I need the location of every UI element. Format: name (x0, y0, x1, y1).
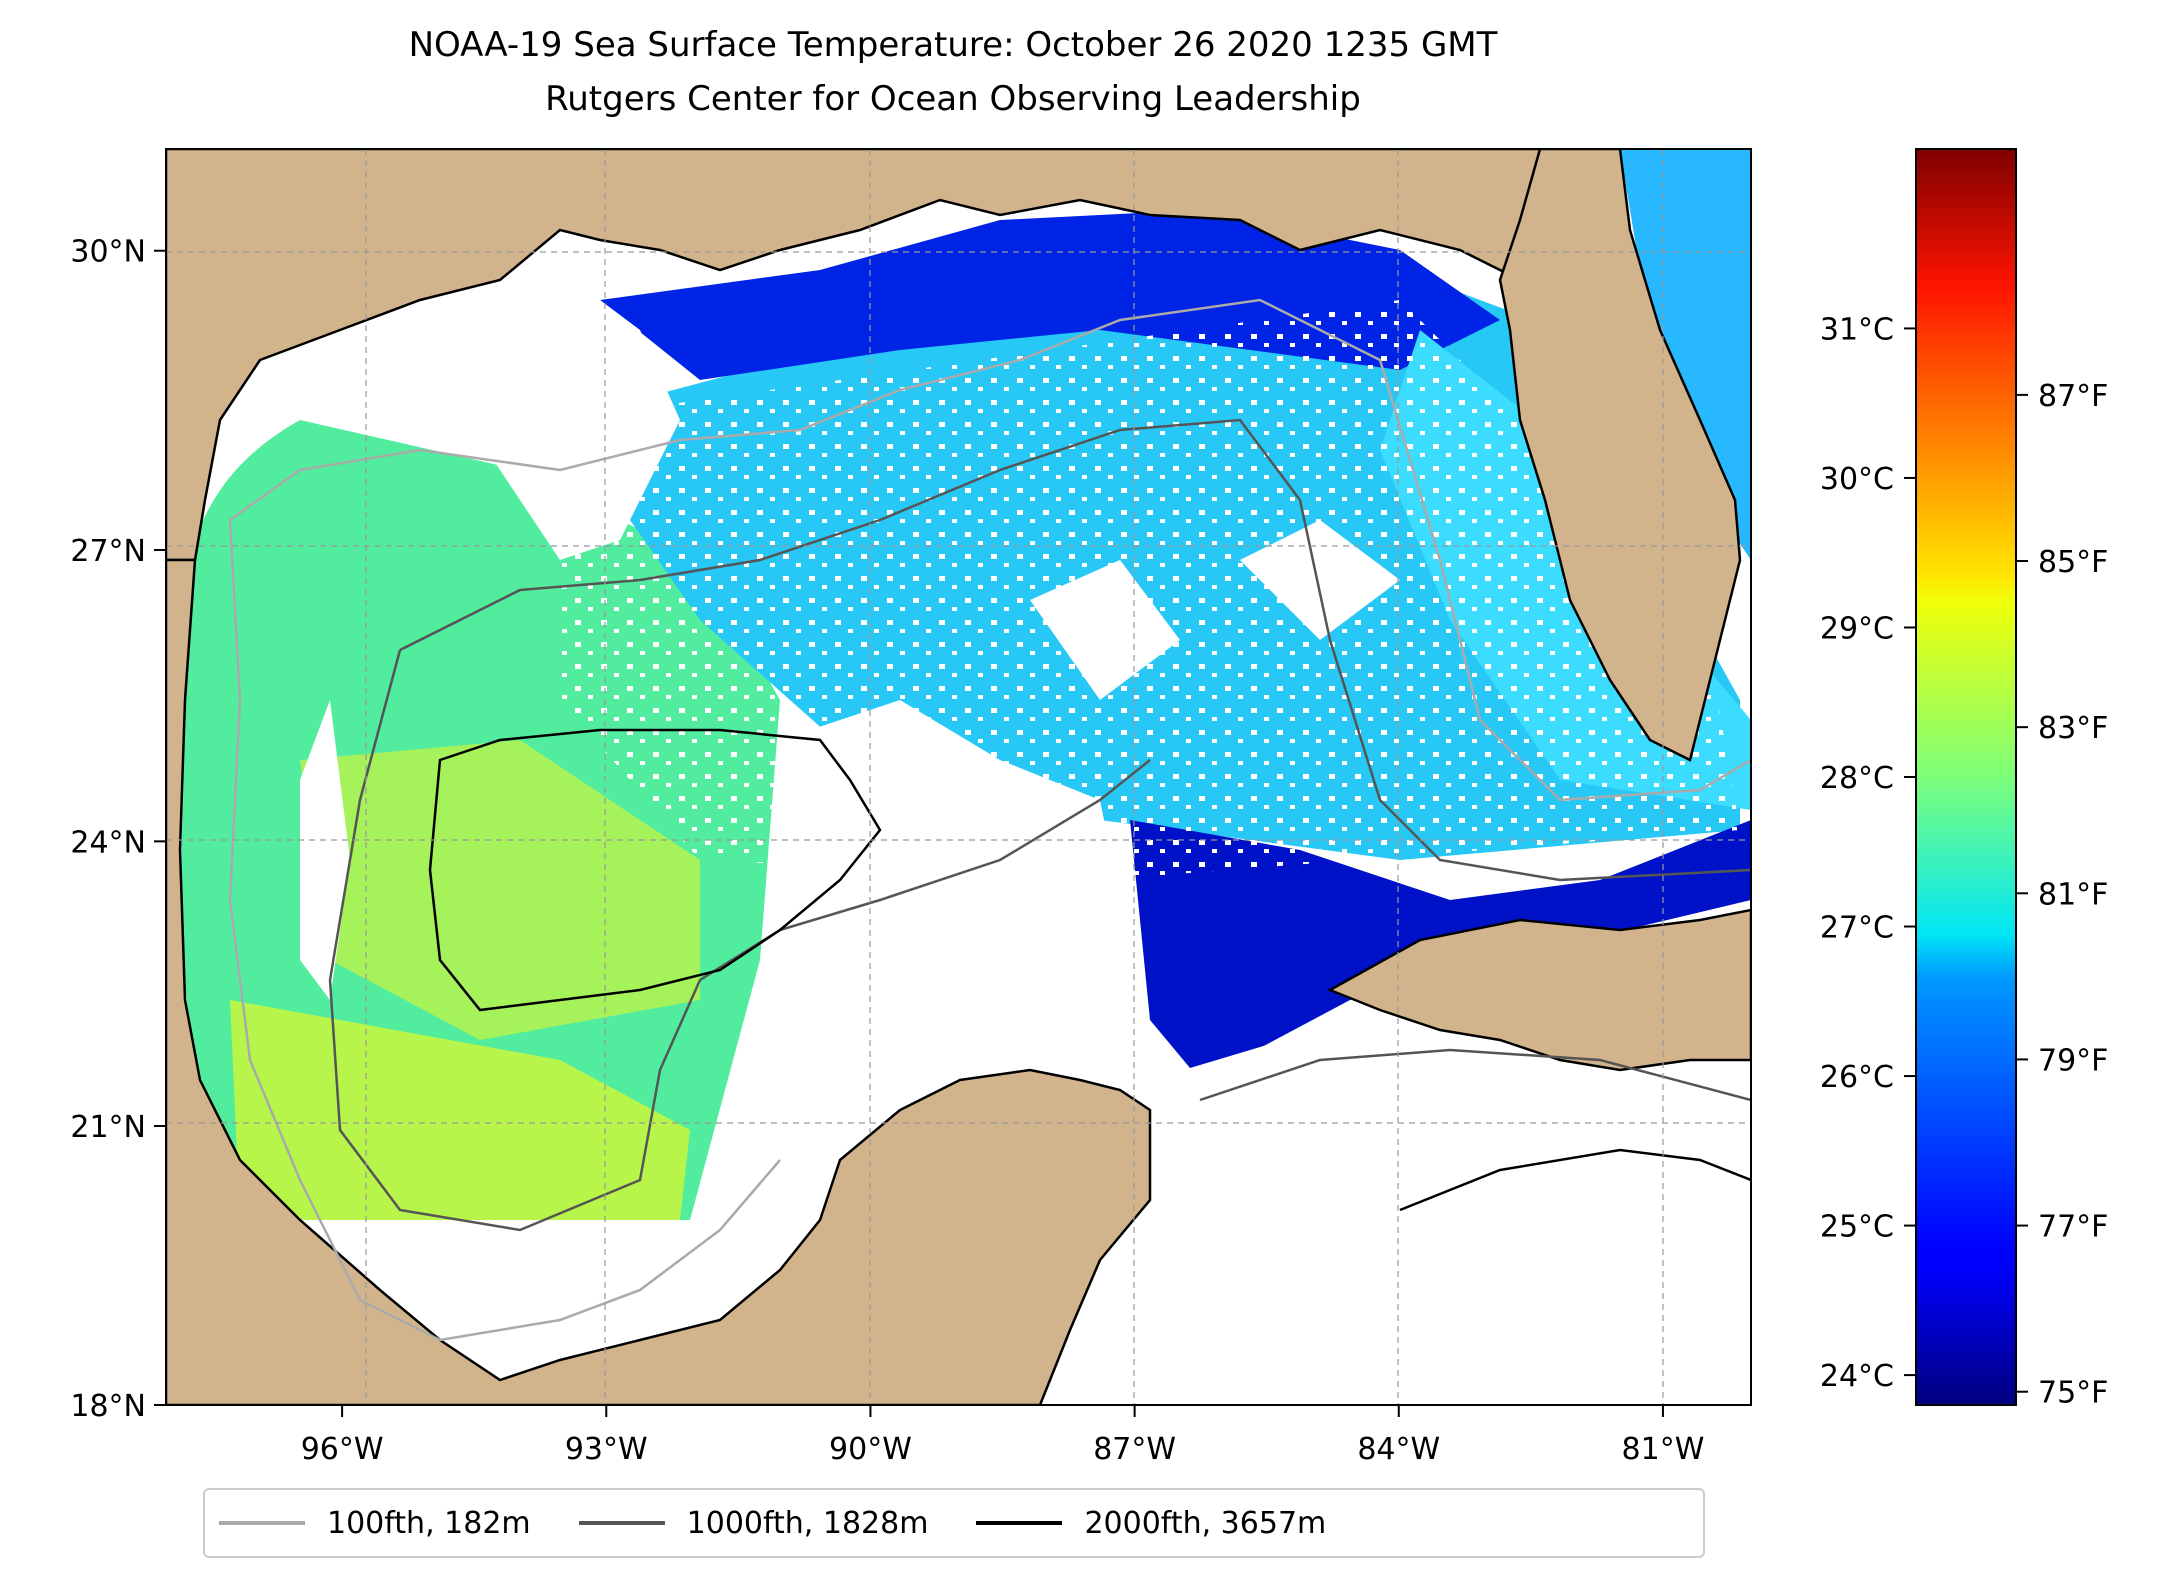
map-panel (166, 149, 1751, 1405)
colorbar-gradient (1915, 148, 2017, 1406)
bathymetry-100fth (228, 298, 1751, 1342)
fahrenheit-tick-label-0: 75°F (2038, 1376, 2108, 1411)
land-cuba (1327, 908, 1751, 1072)
colorbar-fahrenheit-axis: 75°F 77°F 79°F 81°F 83°F 85°F 87°F (2016, 379, 2108, 1411)
lon-tick-label-3: 87°W (1093, 1432, 1176, 1467)
colorbar-celsius-axis: 24°C 25°C 26°C 27°C 28°C 29°C 30°C 31°C (1820, 312, 1916, 1394)
sst-region-campeche (230, 1000, 690, 1220)
lon-tick-label-5: 81°W (1622, 1432, 1705, 1467)
cloud-central (1030, 560, 1180, 700)
latitude-axis: 18°N 21°N 24°N 27°N 30°N (70, 235, 166, 1424)
longitude-axis: 96°W 93°W 90°W 87°W 84°W 81°W (301, 1405, 1705, 1467)
fahrenheit-tick-label-2: 79°F (2038, 1043, 2108, 1078)
contour-legend: 100fth, 182m 1000fth, 1828m 2000fth, 365… (203, 1488, 1705, 1558)
legend-swatch-1000fth (578, 1521, 665, 1525)
fahrenheit-tick-label-1: 77°F (2038, 1210, 2108, 1245)
contour-1000fth-florida-straits (1199, 1048, 1751, 1102)
cloud-streak-west (300, 700, 350, 1000)
lon-tick-label-0: 96°W (301, 1432, 384, 1467)
celsius-tick-label-1: 25°C (1820, 1210, 1894, 1245)
legend-item-2000fth: 2000fth, 3657m (976, 1506, 1326, 1541)
land-mexico-west (166, 558, 1152, 1405)
fahrenheit-tick-label-5: 85°F (2038, 545, 2108, 580)
bathymetry-2000fth (428, 728, 1751, 1212)
lon-tick-label-2: 90°W (829, 1432, 912, 1467)
legend-swatch-100fth (219, 1521, 305, 1525)
legend-swatch-2000fth (976, 1521, 1063, 1525)
map-subtitle: Rutgers Center for Ocean Observing Leade… (545, 79, 1361, 119)
celsius-tick-label-2: 26°C (1820, 1060, 1894, 1095)
map-frame (165, 148, 1752, 1406)
colorbar: 24°C 25°C 26°C 27°C 28°C 29°C 30°C 31°C 75°F 77°… (1820, 148, 2108, 1411)
legend-label-100fth: 100fth, 182m (327, 1505, 531, 1541)
legend-item-100fth: 100fth, 182m (219, 1506, 531, 1541)
lat-tick-label-0: 18°N (70, 1389, 146, 1424)
lon-tick-label-1: 93°W (565, 1432, 648, 1467)
celsius-tick-label-4: 28°C (1820, 761, 1894, 796)
fahrenheit-tick-label-4: 83°F (2038, 711, 2108, 746)
sst-region-central-warm (300, 740, 700, 1040)
contour-100fth-west (228, 519, 781, 1342)
celsius-tick-label-5: 29°C (1820, 611, 1894, 646)
cloud-central-east (760, 700, 1120, 1080)
lat-tick-label-4: 30°N (70, 235, 146, 270)
land-florida-peninsula (1498, 149, 1742, 762)
fahrenheit-tick-label-3: 81°F (2038, 877, 2108, 912)
lon-tick-label-4: 84°W (1357, 1432, 1440, 1467)
celsius-tick-label-7: 31°C (1820, 312, 1894, 347)
celsius-tick-label-0: 24°C (1820, 1359, 1894, 1394)
contour-2000fth-southeast (1399, 1148, 1751, 1212)
map-title: NOAA-19 Sea Surface Temperature: October… (408, 25, 1498, 65)
graticule (166, 149, 1751, 1405)
legend-label-2000fth: 2000fth, 3657m (1084, 1505, 1327, 1541)
contour-2000fth-sigsbee (428, 728, 882, 1012)
celsius-tick-label-3: 27°C (1820, 911, 1894, 946)
contour-1000fth-north (399, 418, 1751, 882)
legend-label-1000fth: 1000fth, 1828m (686, 1505, 929, 1541)
lat-tick-label-3: 27°N (70, 534, 146, 569)
bathymetry-1000fth (328, 418, 1751, 1232)
contour-1000fth-west (328, 649, 1151, 1232)
celsius-tick-label-6: 30°C (1820, 462, 1894, 497)
legend-item-1000fth: 1000fth, 1828m (578, 1505, 929, 1541)
fahrenheit-tick-label-6: 87°F (2038, 379, 2108, 414)
lat-tick-label-2: 24°N (70, 825, 146, 860)
cloud-east (1240, 520, 1400, 640)
contour-100fth-north (229, 298, 1751, 802)
lat-tick-label-1: 21°N (70, 1110, 146, 1145)
cloud-northwest (300, 270, 680, 560)
